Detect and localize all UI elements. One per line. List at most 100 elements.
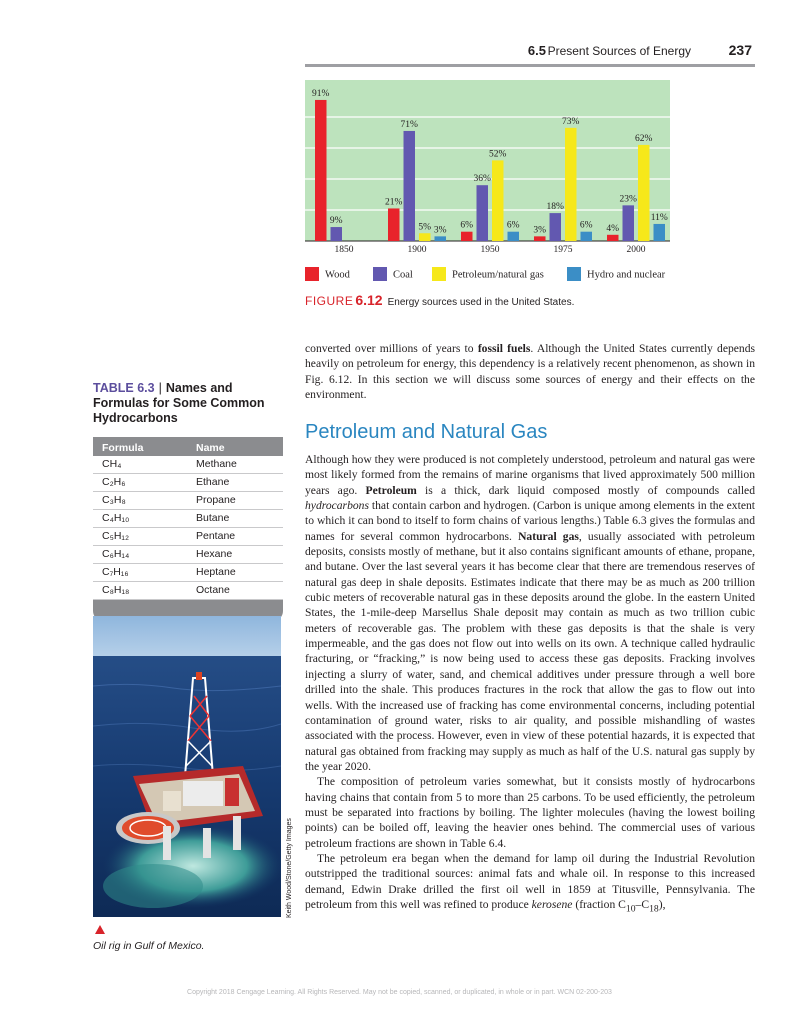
hydrocarbon-table: Formula Name CH₄ Methane C₂H₆ Ethane C₃H₈ P… [93, 437, 283, 621]
bar-wood-2000 [607, 234, 619, 241]
table-cell-name: Propane [196, 494, 236, 506]
photo-caption: Oil rig in Gulf of Mexico. [93, 940, 205, 952]
table-row: C₅H₁₂ Pentane [93, 528, 283, 546]
para-text: ), [658, 897, 666, 911]
data-label: 52% [489, 149, 507, 159]
table-row: CH₄ Methane [93, 456, 283, 474]
data-label: 71% [401, 120, 419, 130]
table-row: C₄H₁₀ Butane [93, 510, 283, 528]
page-number: 237 [728, 42, 752, 58]
table-title-text: Names and Formulas for Some Common Hydro… [93, 381, 265, 425]
table-cell-name: Heptane [196, 566, 236, 578]
bar-coal-1900 [403, 130, 415, 241]
table-cell-name: Hexane [196, 548, 233, 560]
data-label: 73% [562, 117, 580, 127]
copyright-footer: Copyright 2018 Cengage Learning. All Rig… [187, 989, 612, 996]
bar-coal-1850 [330, 227, 342, 241]
legend-label: Petroleum/natural gas [452, 270, 544, 281]
bar-coal-1975 [549, 213, 561, 241]
data-label: 6% [460, 221, 473, 231]
table-cell-formula: C₈H₁₈ [102, 584, 130, 596]
figure-caption-text: Energy sources used in the United States… [387, 297, 575, 308]
para-text: , usually associated with petroleum depo… [305, 529, 755, 773]
data-label: 18% [547, 202, 565, 212]
section-title: Present Sources of Energy [547, 44, 691, 58]
legend-swatch [567, 267, 581, 281]
table-cell-name: Pentane [196, 530, 236, 542]
photo-credit-text: Keith Wood/Stone/Getty Images [286, 818, 293, 918]
table-cell-name: Methane [196, 458, 237, 470]
bar-wood-1850 [315, 99, 327, 241]
para-text: –C [635, 897, 650, 911]
paragraph-3: The petroleum era began when the demand … [305, 851, 755, 917]
figure-number: 6.12 [355, 292, 383, 308]
bar-hydro-and-nuclear-1975 [580, 231, 592, 241]
figure-label: FIGURE [305, 294, 354, 308]
data-label: 11% [651, 213, 668, 223]
data-label: 3% [533, 225, 546, 235]
legend-label: Wood [325, 270, 351, 281]
legend-swatch [305, 267, 319, 281]
term-petroleum: Petroleum [365, 483, 417, 497]
bar-petroleum-natural-gas-1975 [565, 127, 577, 241]
paragraph-2: The composition of petroleum varies some… [305, 775, 755, 850]
subscript: 10 [625, 903, 636, 915]
bar-petroleum-natural-gas-2000 [638, 144, 650, 241]
data-label: 91% [312, 89, 330, 99]
table-title: TABLE 6.3 | Names and Formulas for Some Co… [93, 381, 283, 426]
term-hydrocarbons: hydrocarbons [305, 499, 369, 513]
table-row: C₈H₁₈ Octane [93, 582, 283, 600]
photo-caption-marker-icon [95, 925, 105, 934]
data-label: 9% [330, 216, 343, 226]
data-label: 23% [620, 194, 638, 204]
section-heading: Petroleum and Natural Gas [305, 421, 548, 443]
bar-petroleum-natural-gas-1900 [419, 233, 431, 241]
para-text: is a thick, dark liquid composed mostly … [416, 483, 755, 497]
table-row: C₂H₆ Ethane [93, 474, 283, 492]
term-fossil-fuels: fossil fuels [477, 342, 531, 355]
term-kerosene: kerosene [531, 897, 573, 911]
bar-wood-1975 [534, 236, 546, 241]
table-cell-formula: C₄H₁₀ [102, 512, 130, 524]
x-tick-label: 1950 [481, 245, 500, 255]
legend-label: Hydro and nuclear [587, 270, 666, 281]
table-cell-formula: CH₄ [102, 458, 122, 470]
table-cell-formula: C₃H₈ [102, 494, 126, 506]
bar-petroleum-natural-gas-1950 [492, 160, 504, 241]
table-cell-formula: C₅H₁₂ [102, 530, 130, 542]
table-header-name: Name [196, 442, 225, 454]
para-text: Although how they were produced is not c… [305, 453, 755, 497]
table-cell-formula: C₆H₁₄ [102, 548, 130, 560]
intro-paragraph: converted over millions of years to foss… [305, 341, 755, 402]
table-header-row: Formula Name [93, 437, 283, 456]
term-natural-gas: Natural gas [518, 529, 579, 543]
table-cell-formula: C₇H₁₆ [102, 566, 129, 578]
data-label: 3% [434, 225, 447, 235]
photo-credit: Keith Wood/Stone/Getty Images [286, 818, 296, 920]
table-cell-formula: C₂H₆ [102, 476, 126, 488]
bar-hydro-and-nuclear-1900 [434, 236, 446, 241]
body-text: Although how they were produced is not c… [305, 452, 755, 917]
section-number: 6.5 [527, 43, 546, 58]
legend-label: Coal [393, 270, 413, 281]
bar-wood-1900 [388, 208, 400, 241]
x-tick-label: 1900 [408, 245, 427, 255]
table-cell-name: Octane [196, 584, 230, 596]
table-cell-name: Ethane [196, 476, 230, 488]
table-label: TABLE 6.3 [93, 381, 155, 395]
para-text: (fraction C [572, 897, 626, 911]
subscript: 18 [649, 903, 659, 915]
data-label: 5% [418, 222, 431, 232]
bar-coal-2000 [622, 205, 634, 241]
running-header: 6.5 Present Sources of Energy 237 [0, 42, 755, 63]
table-header-formula: Formula [102, 442, 144, 454]
legend-swatch [373, 267, 387, 281]
para-text: that contain carbon and hydrogen. (Carbo… [305, 499, 755, 543]
header-rule [305, 64, 755, 67]
paragraph-1: Although how they were produced is not c… [305, 452, 755, 774]
data-label: 6% [507, 221, 520, 231]
data-label: 6% [580, 221, 593, 231]
table-title-divider: | [158, 381, 162, 395]
table-row: C₆H₁₄ Hexane [93, 546, 283, 564]
